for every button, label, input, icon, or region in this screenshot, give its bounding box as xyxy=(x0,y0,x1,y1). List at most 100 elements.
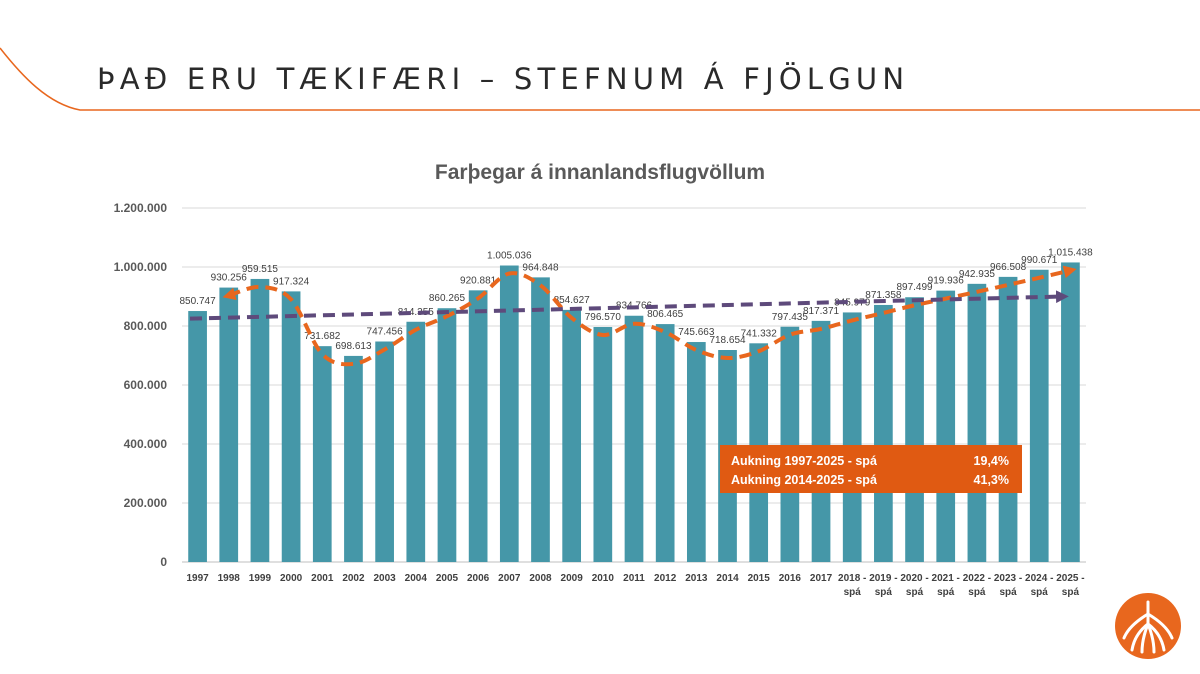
data-label: 964.848 xyxy=(522,262,559,273)
y-tick-label: 1.000.000 xyxy=(114,260,168,274)
bars xyxy=(188,262,1080,562)
data-label: 860.265 xyxy=(429,293,466,304)
data-label: 990.671 xyxy=(1021,255,1058,266)
x-tick-label: 2014 xyxy=(716,573,739,584)
data-label: 845.979 xyxy=(834,297,871,308)
x-tick-label: 2000 xyxy=(280,573,303,584)
x-tick-label: 2011 xyxy=(623,573,645,584)
bar xyxy=(686,342,706,562)
annotation-row-value: 19,4% xyxy=(974,454,1009,468)
x-tick-label: 2017 xyxy=(810,573,833,584)
x-tick-label: 1997 xyxy=(186,573,209,584)
bar xyxy=(967,283,987,562)
x-tick-label-suffix: spá xyxy=(844,587,862,598)
bar xyxy=(531,277,550,562)
x-tick-label-suffix: spá xyxy=(1062,587,1080,598)
y-tick-label: 800.000 xyxy=(124,319,168,333)
data-label: 806.465 xyxy=(647,309,684,320)
y-tick-label: 0 xyxy=(160,555,167,569)
data-label: 797.435 xyxy=(772,312,809,323)
x-tick-label: 2008 xyxy=(529,573,552,584)
x-tick-label: 2016 xyxy=(779,573,802,584)
data-label: 854.627 xyxy=(554,295,591,306)
bar xyxy=(468,290,488,562)
x-tick-label: 2005 xyxy=(436,573,459,584)
isavia-logo-icon xyxy=(1115,593,1181,659)
x-tick-label: 2002 xyxy=(342,573,365,584)
x-tick-label: 2019 - xyxy=(869,573,897,584)
x-tick-label: 1998 xyxy=(218,573,241,584)
bar xyxy=(655,324,675,562)
x-tick-label-suffix: spá xyxy=(875,587,893,598)
bar xyxy=(905,297,924,562)
data-label: 1.005.036 xyxy=(487,251,532,262)
data-label: 1.015.438 xyxy=(1048,247,1093,258)
bar xyxy=(375,341,394,562)
data-label: 814.355 xyxy=(398,307,435,318)
x-tick-label: 2007 xyxy=(498,573,521,584)
data-label: 745.663 xyxy=(678,327,715,338)
annotation-box-background xyxy=(720,445,1022,493)
bar xyxy=(874,304,893,562)
x-tick-label: 2023 - xyxy=(994,573,1022,584)
data-label: 850.747 xyxy=(180,296,217,307)
bar xyxy=(1061,262,1080,562)
bar xyxy=(344,355,363,562)
bar xyxy=(188,311,207,562)
y-tick-label: 400.000 xyxy=(124,437,168,451)
data-label: 698.613 xyxy=(335,341,372,352)
y-tick-label: 600.000 xyxy=(124,378,168,392)
x-tick-label-suffix: spá xyxy=(937,587,955,598)
x-axis-ticks: 1997 1998 1999 2000 2001 2002 2003 2004 2005 2006… xyxy=(186,573,1084,598)
purple-trend-line xyxy=(189,290,1069,321)
data-label: 917.324 xyxy=(273,276,310,287)
data-label: 817.371 xyxy=(803,306,840,317)
orange-trend-line xyxy=(222,265,1077,367)
x-tick-label: 2009 xyxy=(561,573,584,584)
x-tick-label: 2021 - xyxy=(932,573,960,584)
bar xyxy=(562,309,582,562)
bar xyxy=(780,326,800,562)
annotation-row-label: Aukning 1997-2025 - spá xyxy=(731,454,877,468)
bar xyxy=(219,287,239,562)
annotation-row-value: 41,3% xyxy=(974,473,1009,487)
annotation-row-label: Aukning 2014-2025 - spá xyxy=(731,473,877,487)
bar xyxy=(624,315,644,562)
x-tick-label-suffix: spá xyxy=(906,587,924,598)
y-tick-label: 1.200.000 xyxy=(114,201,168,215)
x-tick-label-suffix: spá xyxy=(1031,587,1049,598)
x-tick-label-suffix: spá xyxy=(968,587,986,598)
bar xyxy=(593,327,613,562)
bar xyxy=(936,290,956,562)
y-axis-ticks: 0 200.000 400.000 600.000 800.000 1.000.000 1.… xyxy=(114,201,168,569)
data-label: 741.332 xyxy=(741,328,778,339)
trend-lines xyxy=(189,265,1077,367)
bar xyxy=(842,312,862,562)
bar xyxy=(406,321,426,562)
slide-title: ÞAÐ ERU TÆKIFÆRI – STEFNUM Á FJÖLGUN xyxy=(97,62,910,96)
y-tick-label: 200.000 xyxy=(124,496,168,510)
bar xyxy=(998,276,1018,562)
x-tick-label-suffix: spá xyxy=(999,587,1017,598)
x-tick-label: 2022 - xyxy=(963,573,991,584)
x-tick-label: 2003 xyxy=(373,573,396,584)
x-tick-label: 2004 xyxy=(405,573,428,584)
data-label: 718.654 xyxy=(709,335,746,346)
data-label: 796.570 xyxy=(585,312,622,323)
bar xyxy=(1029,269,1049,562)
x-tick-label: 1999 xyxy=(249,573,272,584)
x-tick-label: 2024 - xyxy=(1025,573,1053,584)
bar xyxy=(811,320,831,562)
x-tick-label: 2001 xyxy=(311,573,334,584)
data-label: 959.515 xyxy=(242,264,279,275)
x-tick-label: 2006 xyxy=(467,573,490,584)
increase-annotation-box: Aukning 1997-2025 - spá 19,4% Aukning 2014… xyxy=(720,445,1022,493)
chart-title: Farþegar á innanlandsflugvöllum xyxy=(435,161,765,184)
bar xyxy=(437,308,457,562)
bar xyxy=(499,265,519,562)
x-tick-label: 2010 xyxy=(592,573,615,584)
x-tick-label: 2012 xyxy=(654,573,677,584)
bar xyxy=(312,346,332,562)
